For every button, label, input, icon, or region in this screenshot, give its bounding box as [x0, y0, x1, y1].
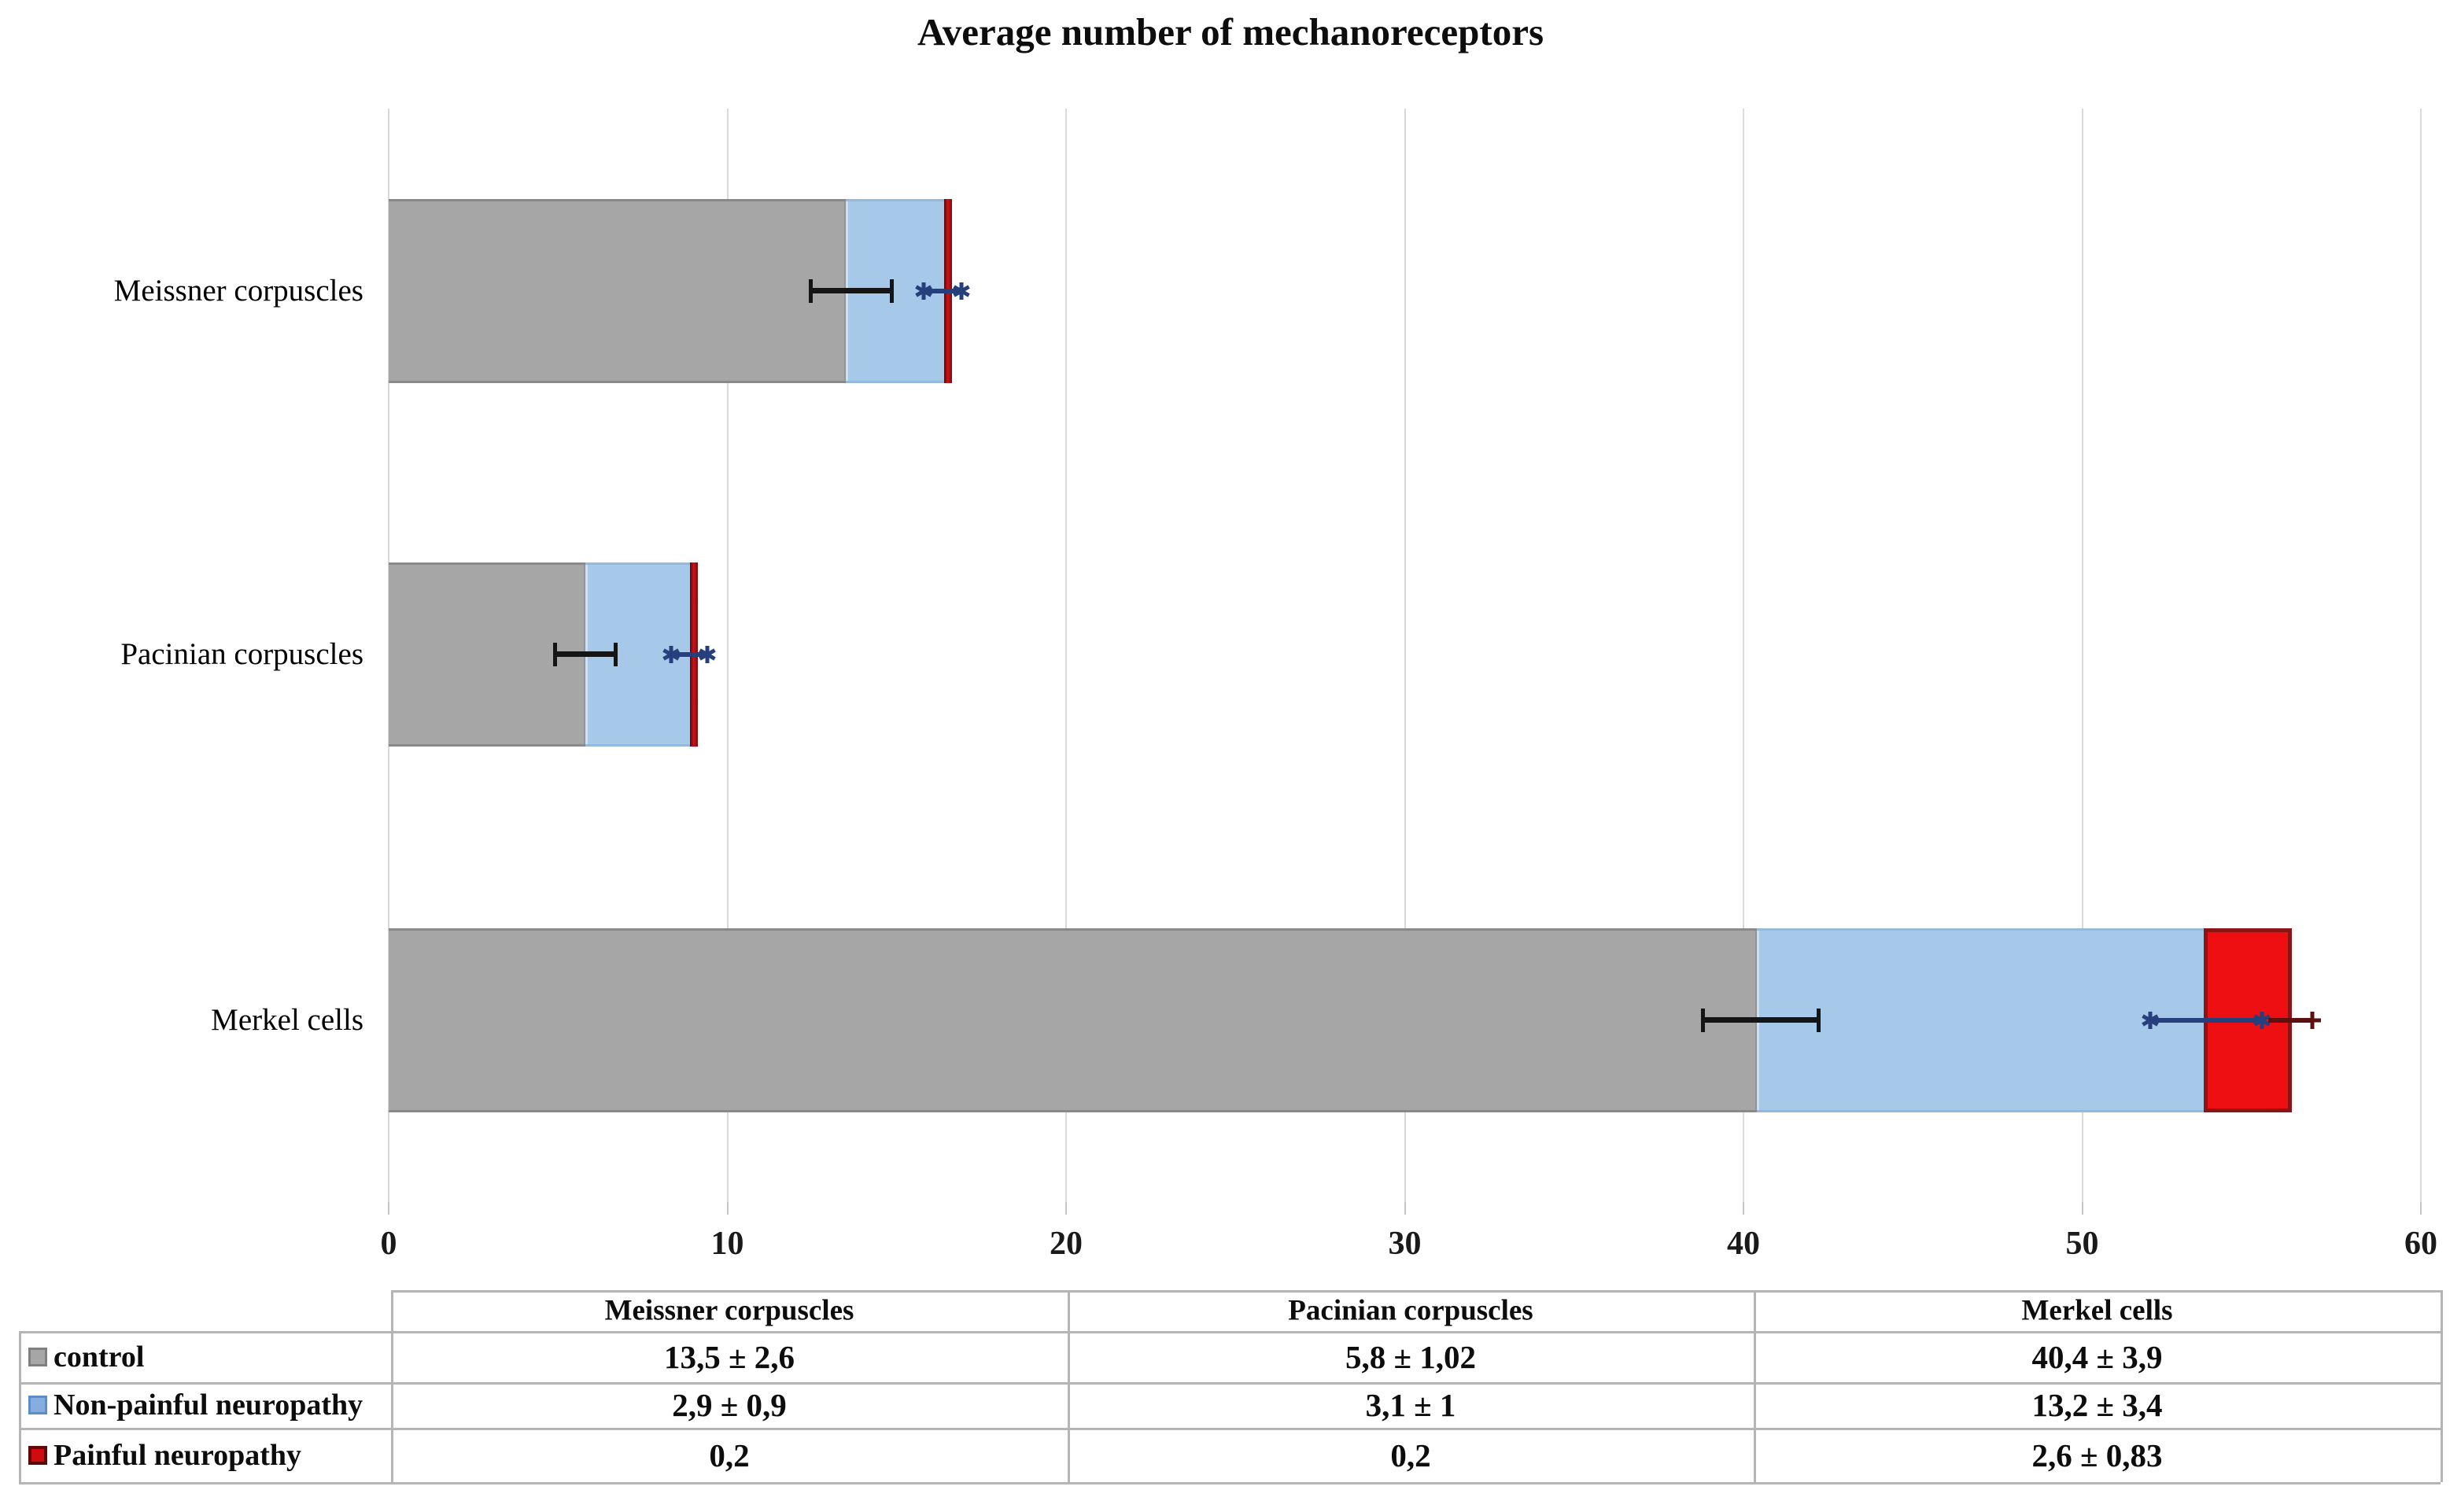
- star-marker: [952, 282, 970, 300]
- axis-tick: [388, 1202, 389, 1215]
- star-marker: [2141, 1012, 2159, 1029]
- table-value-cell: 13,5 ± 2,6: [663, 1338, 795, 1375]
- error-line: [2149, 1018, 2262, 1023]
- error-line: [1703, 1017, 1818, 1023]
- x-tick-label: 40: [1727, 1226, 1760, 1262]
- axis-tick: [2420, 1202, 2422, 1215]
- table-border: [1068, 1290, 1070, 1482]
- x-tick-label: 10: [710, 1226, 744, 1262]
- table-value-cell: 0,2: [1390, 1436, 1431, 1473]
- table-value-cell: 2,9 ± 0,9: [672, 1387, 787, 1423]
- error-line: [810, 288, 892, 293]
- error-cap: [890, 279, 895, 303]
- table-border: [1754, 1290, 1756, 1482]
- legend-label: Non-painful neuropathy: [54, 1388, 363, 1422]
- table-value-cell: 13,2 ± 3,4: [2031, 1387, 2163, 1423]
- table-border: [19, 1331, 2441, 1333]
- legend-label: Painful neuropathy: [54, 1438, 301, 1472]
- table-value-cell: 40,4 ± 3,9: [2031, 1338, 2163, 1375]
- plus-marker: [2304, 1012, 2322, 1029]
- axis-tick: [1065, 1202, 1067, 1215]
- bar-segment-blue-merkel-cells: [1757, 928, 2205, 1112]
- table-border: [19, 1428, 2441, 1430]
- bar-segment-gray-merkel-cells: [389, 928, 1758, 1112]
- table-value-cell: 5,8 ± 1,02: [1345, 1338, 1477, 1375]
- table-border: [391, 1290, 393, 1482]
- bar-segment-gray-meissner-corpuscles: [389, 199, 847, 383]
- error-line: [671, 652, 707, 657]
- table-header-cell: Pacinian corpuscles: [1288, 1294, 1533, 1327]
- table-border: [391, 1290, 2441, 1293]
- error-line: [554, 651, 616, 657]
- star-marker: [915, 282, 932, 300]
- x-tick-label: 20: [1050, 1226, 1083, 1262]
- axis-tick: [2081, 1202, 2083, 1215]
- gridline: [1743, 109, 1744, 1202]
- legend-swatch-gray: [28, 1347, 47, 1366]
- axis-tick: [1743, 1202, 1744, 1215]
- error-cap: [552, 643, 557, 666]
- table-value-cell: 0,2: [709, 1436, 750, 1473]
- error-cap: [1701, 1009, 1706, 1032]
- chart-title: Average number of mechanoreceptors: [917, 10, 1544, 53]
- error-cap: [614, 643, 618, 666]
- star-marker: [662, 646, 681, 663]
- error-cap: [808, 279, 813, 303]
- star-marker: [698, 646, 716, 663]
- gridline: [1404, 109, 1406, 1202]
- star-arm: [2304, 1018, 2322, 1023]
- gridline: [1065, 109, 1067, 1202]
- legend-swatch-blue: [28, 1396, 47, 1414]
- category-label-meissner-corpuscles: Meissner corpuscles: [113, 274, 363, 308]
- table-border: [19, 1331, 21, 1482]
- x-tick-label: 60: [2404, 1226, 2437, 1262]
- x-tick-label: 0: [380, 1226, 397, 1262]
- table-border: [19, 1382, 2441, 1385]
- error-line: [924, 289, 961, 293]
- gridline: [726, 109, 729, 1202]
- x-tick-label: 30: [1388, 1226, 1422, 1262]
- error-line: [2268, 1018, 2313, 1023]
- table-header-cell: Merkel cells: [2021, 1294, 2173, 1327]
- category-label-merkel-cells: Merkel cells: [211, 1003, 363, 1037]
- table-border: [2441, 1290, 2443, 1482]
- axis-tick: [726, 1202, 729, 1215]
- table-value-cell: 2,6 ± 0,83: [2031, 1436, 2163, 1473]
- bar-segment-gray-pacinian-corpuscles: [389, 562, 585, 747]
- table-value-cell: 3,1 ± 1: [1365, 1387, 1456, 1423]
- legend-label: control: [54, 1340, 145, 1374]
- x-tick-label: 50: [2065, 1226, 2099, 1262]
- gridline: [2420, 109, 2422, 1202]
- category-label-pacinian-corpuscles: Pacinian corpuscles: [120, 637, 363, 671]
- error-cap: [1816, 1009, 1821, 1032]
- table-header-cell: Meissner corpuscles: [604, 1294, 854, 1327]
- table-border: [19, 1482, 2441, 1484]
- axis-tick: [1404, 1202, 1406, 1215]
- gridline: [2081, 109, 2083, 1202]
- star-marker: [2253, 1012, 2271, 1029]
- legend-swatch-red: [28, 1445, 47, 1465]
